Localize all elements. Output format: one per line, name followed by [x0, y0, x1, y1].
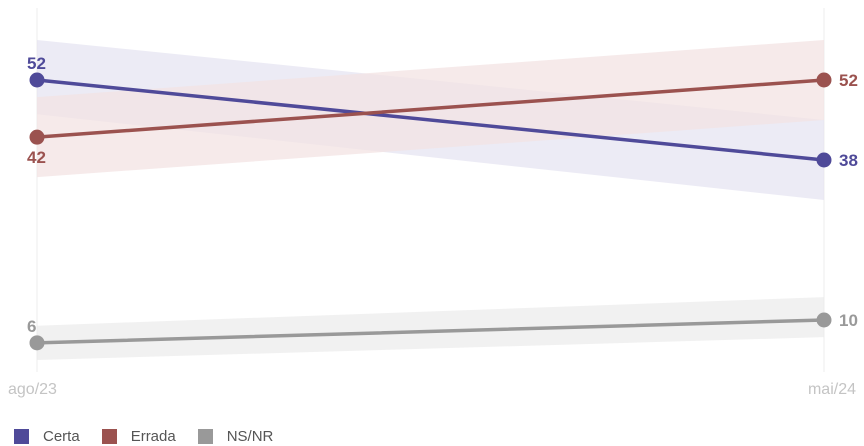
x-tick-label: ago/23 [8, 381, 57, 398]
confidence-band-ns-nr [37, 297, 824, 360]
legend-item-ns-nr: NS/NR [197, 428, 274, 445]
series-point-layer [29, 72, 832, 351]
series-line-errada [35, 78, 826, 139]
series-line-certa [35, 78, 826, 162]
data-point-errada [816, 72, 832, 88]
data-label-certa: 38 [839, 151, 858, 170]
data-label-errada: 42 [27, 148, 46, 167]
legend-swatch [14, 429, 29, 444]
legend-item-certa: Certa [14, 429, 80, 444]
legend-label: NS/NR [226, 428, 274, 445]
legend-swatch [197, 429, 213, 444]
data-label-layer: 52 38 42 52 6 10 [27, 54, 858, 336]
data-label-ns-nr: 6 [27, 317, 36, 336]
data-point-certa [29, 72, 45, 88]
data-point-certa [816, 152, 832, 168]
legend: Certa Errada NS/NR [14, 429, 295, 444]
legend-label: Certa [43, 428, 80, 445]
series-line-layer [35, 78, 826, 345]
series-line-ns-nr [35, 318, 826, 345]
data-point-ns-nr [29, 335, 45, 351]
x-tick-label: mai/24 [808, 381, 856, 398]
data-point-ns-nr [816, 312, 832, 328]
data-label-ns-nr: 10 [839, 311, 858, 330]
legend-label: Errada [130, 428, 176, 445]
legend-item-errada: Errada [101, 428, 176, 445]
data-label-errada: 52 [839, 71, 858, 90]
legend-swatch [101, 429, 117, 444]
data-point-errada [29, 129, 45, 145]
data-label-certa: 52 [27, 54, 46, 73]
